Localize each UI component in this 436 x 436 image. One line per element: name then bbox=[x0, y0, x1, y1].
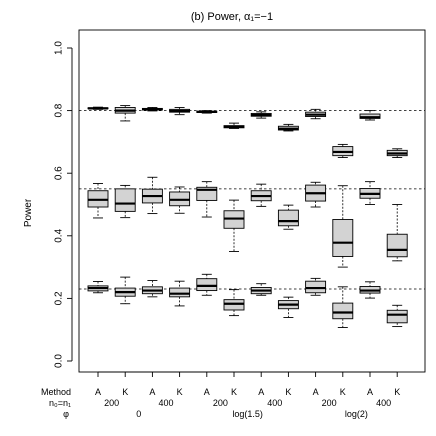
box-body bbox=[386, 233, 408, 258]
x-row-labels: Method n₀=n₁ φ 200 400 200 400 200 400 0 log(1.… bbox=[41, 387, 391, 419]
method-label: A bbox=[313, 387, 319, 397]
box-K-7 bbox=[277, 296, 299, 318]
box-K-9 bbox=[332, 143, 354, 159]
n-group-label: 400 bbox=[376, 398, 391, 408]
box-A-10 bbox=[359, 281, 381, 299]
method-label: A bbox=[258, 387, 264, 397]
method-label: A bbox=[204, 387, 210, 397]
box-A-2 bbox=[141, 280, 163, 298]
chart-title: (b) Power, α₁=−1 bbox=[191, 11, 273, 23]
box-K-11 bbox=[386, 148, 408, 159]
box-A-6 bbox=[250, 183, 272, 207]
phi-row-label: φ bbox=[63, 409, 69, 419]
box-K-9 bbox=[332, 286, 354, 328]
n-group-label: 200 bbox=[213, 398, 228, 408]
box-body bbox=[196, 278, 218, 292]
box-K-7 bbox=[277, 123, 299, 132]
phi-group-label: 0 bbox=[136, 409, 141, 419]
method-label: K bbox=[122, 387, 128, 397]
box-K-3 bbox=[169, 186, 191, 214]
n-group-label: 400 bbox=[267, 398, 282, 408]
y-tick-label: 0.8 bbox=[54, 103, 65, 117]
box-K-5 bbox=[223, 199, 245, 252]
y-tick-label: 0.4 bbox=[54, 228, 65, 242]
box-K-1 bbox=[114, 184, 136, 219]
box-body bbox=[386, 309, 408, 324]
box-A-2 bbox=[141, 107, 163, 112]
method-label: A bbox=[95, 387, 101, 397]
box-A-4 bbox=[196, 181, 218, 218]
box-A-0 bbox=[87, 281, 109, 294]
box-A-10 bbox=[359, 110, 381, 121]
method-label: K bbox=[231, 387, 237, 397]
n-group-label: 200 bbox=[322, 398, 337, 408]
box-K-3 bbox=[169, 107, 191, 116]
box-A-0 bbox=[87, 183, 109, 219]
box-A-4 bbox=[196, 273, 218, 296]
box-A-4 bbox=[196, 110, 218, 114]
boxes-layer bbox=[87, 105, 408, 328]
box-K-7 bbox=[277, 204, 299, 230]
box-K-9 bbox=[332, 185, 354, 268]
method-label: A bbox=[149, 387, 155, 397]
method-row-label: Method bbox=[41, 387, 71, 397]
y-tick-label: 0.0 bbox=[54, 354, 65, 368]
method-label: K bbox=[340, 387, 346, 397]
box-body bbox=[332, 219, 354, 257]
method-label: A bbox=[367, 387, 373, 397]
box-A-6 bbox=[250, 111, 272, 119]
n-group-label: 200 bbox=[104, 398, 119, 408]
box-A-2 bbox=[141, 176, 163, 215]
method-label: K bbox=[285, 387, 291, 397]
n-group-label: 400 bbox=[158, 398, 173, 408]
box-K-5 bbox=[223, 122, 245, 129]
y-tick-label: 1.0 bbox=[54, 41, 65, 55]
box-body bbox=[332, 302, 354, 320]
box-body bbox=[169, 287, 191, 298]
box-K-1 bbox=[114, 105, 136, 122]
y-tick-label: 0.6 bbox=[54, 166, 65, 180]
box-K-11 bbox=[386, 304, 408, 328]
box-K-11 bbox=[386, 204, 408, 262]
box-A-8 bbox=[305, 108, 327, 120]
method-label: K bbox=[177, 387, 183, 397]
box-K-5 bbox=[223, 289, 245, 317]
y-axis-label: Power bbox=[23, 198, 34, 227]
y-axis: 0.0 0.2 0.4 0.6 0.8 1.0 bbox=[54, 41, 73, 368]
box-A-8 bbox=[305, 181, 327, 208]
box-A-0 bbox=[87, 106, 109, 110]
box-K-3 bbox=[169, 280, 191, 307]
box-body bbox=[114, 188, 136, 212]
box-body bbox=[277, 209, 299, 227]
box-A-10 bbox=[359, 181, 381, 205]
n-row-label: n₀=n₁ bbox=[49, 398, 71, 408]
method-label: K bbox=[394, 387, 400, 397]
phi-group-label: log(1.5) bbox=[232, 409, 263, 419]
box-K-1 bbox=[114, 276, 136, 305]
box-A-8 bbox=[305, 277, 327, 296]
y-tick-label: 0.2 bbox=[54, 291, 65, 305]
box-A-6 bbox=[250, 283, 272, 296]
phi-group-label: log(2) bbox=[345, 409, 368, 419]
